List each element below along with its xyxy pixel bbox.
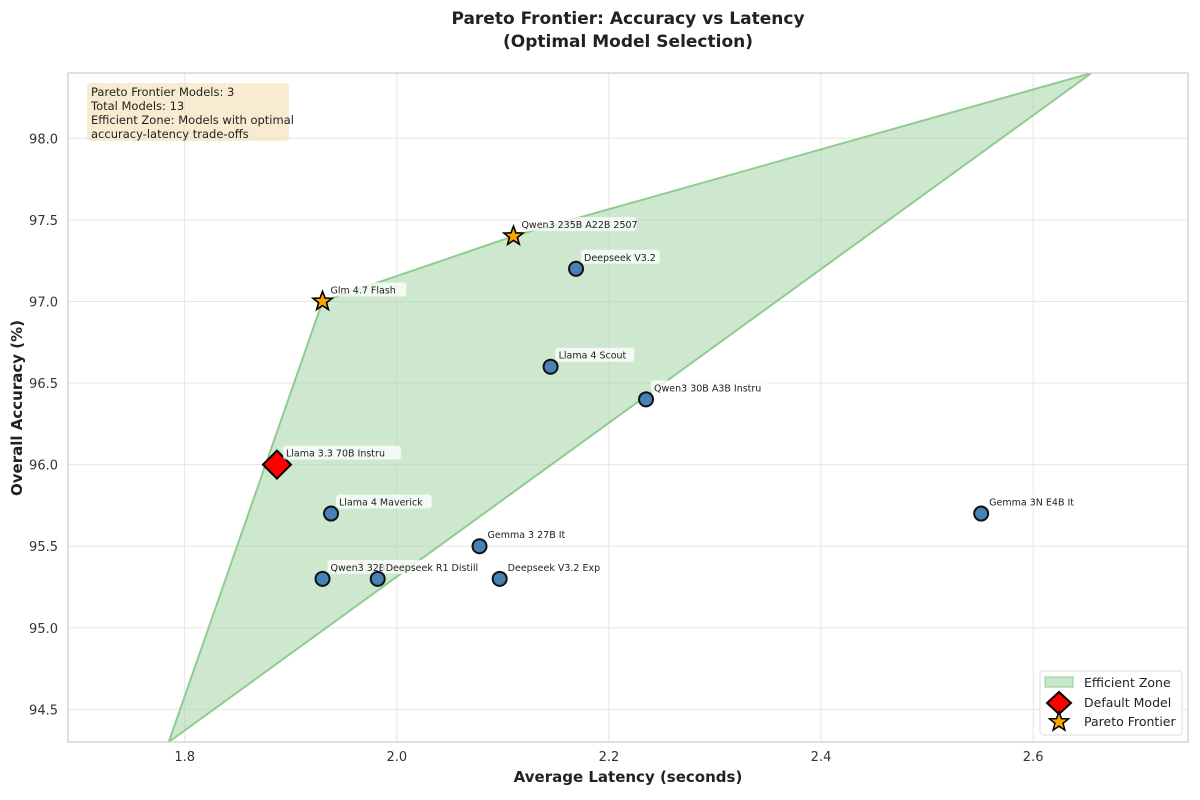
model-point	[638, 391, 655, 408]
point-label: Gemma 3 27B It	[488, 530, 566, 541]
data-points: Qwen3 235B A22B 2507 Deepseek V3.2 Glm 4.7…	[261, 217, 1077, 587]
point-label: Deepseek V3.2 Exp	[508, 563, 600, 574]
model-point	[491, 570, 508, 587]
point-label: Llama 3.3 70B Instru	[286, 449, 385, 460]
legend-label: Pareto Frontier	[1084, 714, 1176, 729]
y-tick-label: 95.5	[29, 540, 58, 555]
y-tick-label: 97.5	[29, 214, 58, 229]
point-label-bg	[555, 347, 635, 362]
point-label-bg	[484, 527, 569, 542]
legend-label: Default Model	[1084, 695, 1171, 710]
legend-star-icon	[1047, 709, 1071, 732]
model-point	[369, 570, 386, 587]
y-axis-label: Overall Accuracy (%)	[8, 320, 26, 496]
legend-label: Efficient Zone	[1084, 675, 1171, 690]
x-axis-label: Average Latency (seconds)	[514, 768, 743, 786]
point-label: Glm 4.7 Flash	[331, 285, 396, 296]
x-tick-label: 2.4	[811, 750, 832, 765]
point-label-bg	[382, 559, 496, 574]
point-label: Llama 4 Scout	[559, 351, 627, 362]
x-tick-label: 2.6	[1023, 750, 1044, 765]
pareto-star-point	[310, 289, 335, 312]
model-point	[314, 570, 331, 587]
y-tick-label: 96.5	[29, 377, 58, 392]
point-label: Deepseek V3.2	[584, 253, 656, 264]
point-label-bg	[986, 494, 1077, 509]
legend: Efficient Zone Default Model Pareto Fron…	[1039, 670, 1183, 736]
point-label: Qwen3 32B	[331, 563, 386, 574]
x-tick-label: 2.0	[386, 750, 407, 765]
model-point	[542, 358, 559, 375]
model-point	[471, 538, 488, 555]
y-tick-label: 98.0	[29, 132, 58, 147]
info-line: Efficient Zone: Models with optimal	[91, 113, 294, 127]
chart-title: Pareto Frontier: Accuracy vs Latency	[451, 9, 804, 29]
y-tick-label: 94.5	[29, 703, 58, 718]
point-label-bg	[282, 445, 401, 460]
point-label: Qwen3 235B A22B 2507	[521, 220, 637, 231]
point-label-bg	[518, 217, 637, 232]
point-label: Qwen3 30B A3B Instru	[654, 383, 761, 394]
point-label-bg	[504, 559, 606, 574]
point-label: Llama 4 Maverick	[339, 498, 423, 509]
point-label-bg	[336, 494, 432, 509]
plot-frame	[67, 72, 1189, 743]
model-point	[568, 260, 585, 277]
point-label-bg	[327, 559, 384, 574]
info-line: Total Models: 13	[90, 99, 184, 113]
point-label: Deepseek R1 Distill	[386, 563, 478, 574]
info-line: accuracy-latency trade-offs	[91, 127, 249, 141]
point-label-bg	[581, 249, 660, 264]
pareto-star-point	[501, 223, 526, 247]
x-tick-label: 2.2	[599, 750, 620, 765]
y-tick-label: 97.0	[29, 295, 58, 310]
info-box: Pareto Frontier Models: 3 Total Models: …	[87, 83, 294, 141]
info-line: Pareto Frontier Models: 3	[91, 85, 234, 99]
point-label-bg	[327, 282, 407, 297]
point-label: Gemma 3N E4B It	[989, 498, 1074, 509]
efficient-zone	[167, 73, 1093, 742]
model-point	[973, 505, 990, 522]
point-label-bg	[651, 380, 770, 395]
y-tick-label: 96.0	[29, 459, 58, 474]
model-point	[323, 505, 340, 522]
ticks: 1.8 2.0 2.2 2.4 2.6 94.5 95.0 95.5 96.0 96.5 97.0 9…	[29, 132, 1043, 765]
legend-zone-swatch	[1044, 676, 1074, 688]
x-tick-label: 1.8	[174, 750, 195, 765]
chart-subtitle: (Optimal Model Selection)	[503, 32, 753, 52]
y-tick-label: 95.0	[29, 622, 58, 637]
